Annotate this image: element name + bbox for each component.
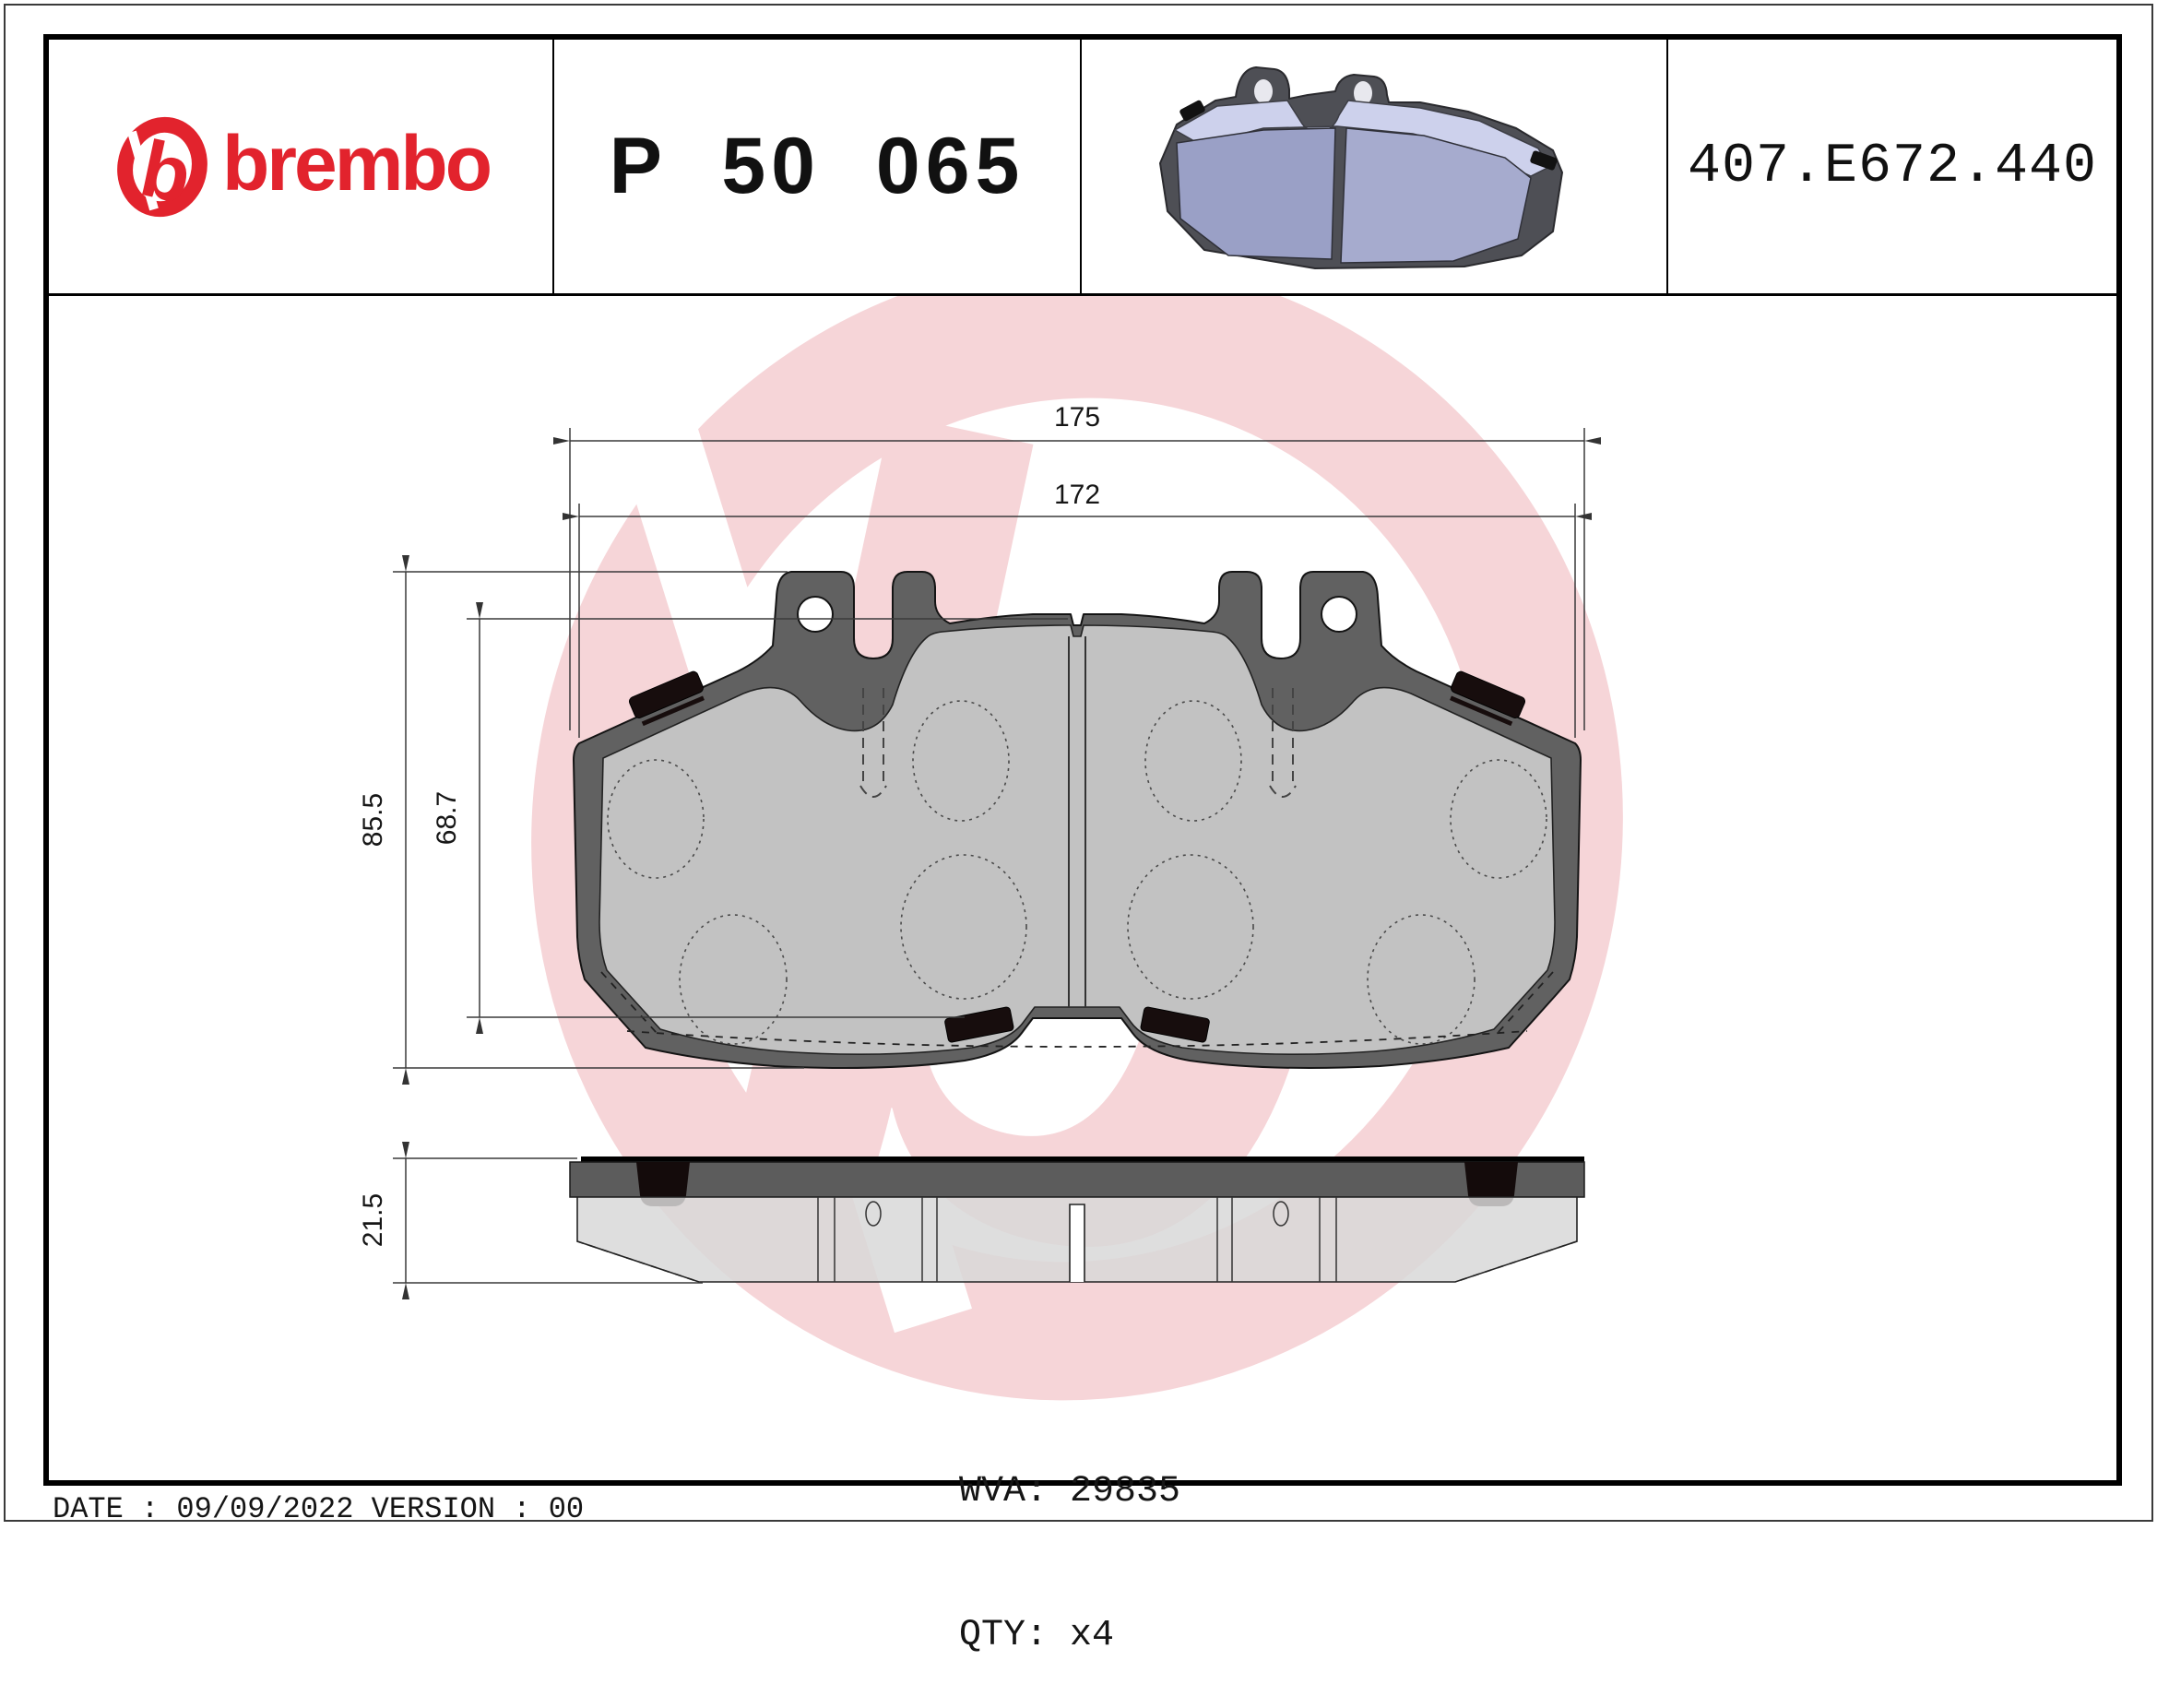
title-block: b brembo P 50 065 407.E672.440 [49, 40, 2116, 296]
piston-contact-ellipses [607, 700, 1547, 1045]
wva-label: WVA: [959, 1471, 1049, 1512]
side-right-clip [1464, 1162, 1518, 1206]
side-backplate [569, 1161, 1585, 1198]
side-left-clip [636, 1162, 690, 1206]
part-number: P 50 065 [609, 122, 1025, 210]
wva-number: 29835 [1070, 1471, 1181, 1512]
dimension-pad-width [563, 504, 1592, 738]
upper-left-clip [628, 670, 705, 727]
brembo-datasheet-page: { "header": { "brand": "brembo", "part_n… [4, 4, 2153, 1656]
part-number-cell: P 50 065 [554, 40, 1082, 293]
brake-pad-3d-image [1159, 65, 1563, 269]
retaining-clips [628, 670, 1526, 1043]
upper-right-clip [1450, 670, 1526, 727]
qty-value: x4 [1070, 1615, 1115, 1656]
footer-revision-line: DATE : 09/09/2022 VERSION : 00 [53, 1492, 584, 1526]
lower-left-clip [944, 1006, 1014, 1043]
side-pin-holes [865, 1201, 1289, 1227]
dim-label-85-5: 85.5 [358, 793, 388, 847]
side-backplate-top-edge [581, 1156, 1584, 1164]
dimension-thickness [393, 1142, 703, 1299]
version-value: 00 [548, 1492, 585, 1526]
qty-line: QTY: x4 [959, 1612, 1180, 1660]
dim-label-21-5: 21.5 [358, 1193, 388, 1247]
side-chamfer-lines [576, 1240, 1578, 1283]
side-center-notch [1069, 1204, 1085, 1282]
lower-right-clip [1140, 1006, 1210, 1043]
date-value: 09/09/2022 [176, 1492, 354, 1526]
date-label: DATE : [53, 1492, 160, 1526]
dim-label-175: 175 [1054, 402, 1100, 433]
version-label: VERSION : [371, 1492, 531, 1526]
pad-info-block: WVA: 29835 QTY: x4 [959, 1372, 1180, 1708]
brand-wordmark: brembo [221, 119, 492, 207]
wear-indicator-pins [859, 688, 1297, 798]
brand-cell: b brembo [49, 40, 554, 293]
reference-number: 407.E672.440 [1687, 135, 2098, 198]
dim-label-172: 172 [1054, 480, 1100, 510]
reference-cell: 407.E672.440 [1668, 40, 2116, 293]
dimensions [393, 428, 1601, 1299]
technical-drawing-canvas: b [358, 211, 1623, 1505]
side-view [569, 1156, 1585, 1283]
right-ear-hole [1321, 596, 1357, 633]
brembo-logo-icon: b [117, 116, 207, 220]
qty-label: QTY: [959, 1615, 1049, 1656]
left-ear-hole [797, 596, 834, 633]
wva-line: WVA: 29835 [959, 1468, 1180, 1516]
dimension-friction-height [467, 602, 1068, 1034]
dimension-overall-height [393, 555, 804, 1085]
side-section-lines [817, 1197, 1337, 1282]
dimension-overall-width [553, 428, 1601, 730]
wear-limit-line [600, 971, 1554, 1048]
dim-label-68-7: 68.7 [432, 791, 462, 845]
product-image-cell [1082, 40, 1668, 293]
front-friction-material [599, 624, 1556, 1055]
front-view [573, 571, 1582, 1069]
